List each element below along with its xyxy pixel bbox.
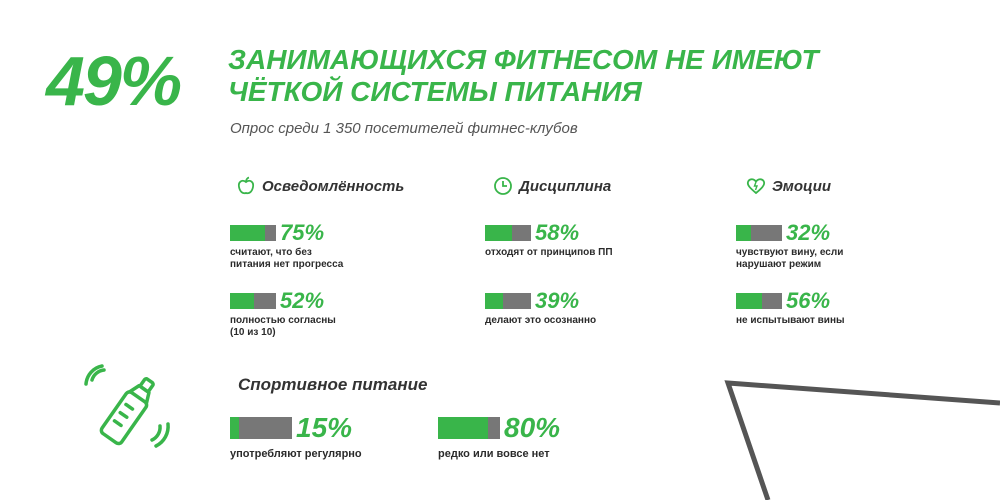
stat-percent: 15% [296,412,353,443]
sports-nutrition-title: Спортивное питание [238,375,428,394]
progress-fill [438,417,488,439]
progress-fill [230,417,240,439]
progress-fill [736,293,762,309]
stat-emotions-2: 56% не испытывают вины [736,290,845,327]
shaker-icon [78,362,178,467]
progress-fill [736,225,751,241]
progress-bar [485,293,531,309]
stat-desc: редко или вовсе нет [438,448,550,460]
stat-desc: чувствуют вину, если нарушают режим [736,247,844,270]
progress-bar [485,225,531,241]
subtitle: Опрос среди 1 350 посетителей фитнес-клу… [230,120,578,137]
decorative-stripe [724,380,1000,500]
category-title-label: Эмоции [772,177,832,195]
heart-icon [746,176,766,196]
headline-percent: 49% [46,42,182,120]
headline: ЗАНИМАЮЩИХСЯ ФИТНЕСОМ НЕ ИМЕЮТ ЧЁТКОЙ СИ… [228,44,908,108]
category-awareness: Осведомлённость [236,176,404,196]
stat-percent: 80% [504,412,561,443]
stat-awareness-2: 52% полностью согласны (10 из 10) [230,290,336,339]
progress-bar [736,225,782,241]
category-title: Дисциплина [493,176,611,196]
apple-icon [236,176,256,196]
stat-percent: 32% [786,220,831,245]
progress-fill [230,225,265,241]
stat-discipline-2: 39% делают это осознанно [485,290,596,327]
category-discipline: Дисциплина [493,176,611,196]
stat-awareness-1: 75% считают, что без питания нет прогрес… [230,222,343,271]
progress-bar [230,417,292,439]
headline-line-1: ЗАНИМАЮЩИХСЯ ФИТНЕСОМ НЕ ИМЕЮТ [228,44,819,75]
category-title-label: Дисциплина [519,177,612,195]
category-emotions: Эмоции [746,176,831,196]
stat-percent: 52% [280,288,325,313]
progress-bar [736,293,782,309]
progress-bar [230,293,276,309]
stat-percent: 58% [535,220,580,245]
clock-icon [493,176,513,196]
progress-fill [485,225,512,241]
stat-sports-2: 80% редко или вовсе нет [438,414,560,460]
stat-desc: не испытывают вины [736,315,845,326]
stat-desc: считают, что без питания нет прогресса [230,247,344,270]
stat-emotions-1: 32% чувствуют вину, если нарушают режим [736,222,843,271]
stat-desc: делают это осознанно [485,315,597,326]
stat-percent: 75% [280,220,325,245]
progress-bar [438,417,500,439]
stat-desc: отходят от принципов ПП [485,247,613,258]
progress-fill [485,293,503,309]
stat-percent: 39% [535,288,580,313]
stat-desc: полностью согласны (10 из 10) [230,315,336,338]
category-title-label: Осведомлённость [262,177,405,195]
stat-percent: 56% [786,288,831,313]
stat-desc: употребляют регулярно [230,448,362,460]
headline-line-2: ЧЁТКОЙ СИСТЕМЫ ПИТАНИЯ [228,76,642,107]
category-title: Осведомлённость [236,176,404,196]
progress-bar [230,225,276,241]
stat-discipline-1: 58% отходят от принципов ПП [485,222,613,259]
category-title: Эмоции [746,176,831,196]
stat-sports-1: 15% употребляют регулярно [230,414,362,460]
progress-fill [230,293,254,309]
